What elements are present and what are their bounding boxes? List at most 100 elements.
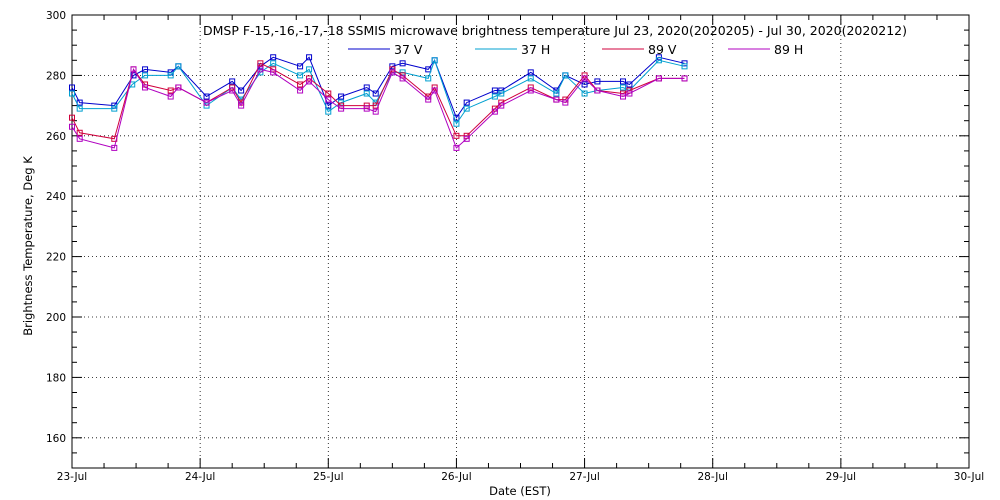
x-tick-label: 24-Jul [185, 471, 215, 483]
data-point [76, 135, 83, 142]
data-point [306, 54, 313, 61]
series-89-v [69, 60, 688, 142]
data-point [270, 69, 277, 76]
data-point [463, 105, 470, 112]
data-point [463, 135, 470, 142]
data-point [297, 87, 304, 94]
data-point [297, 72, 304, 79]
data-point [491, 108, 498, 115]
data-point [142, 72, 149, 79]
data-point [203, 93, 210, 100]
plot-area-frame [71, 14, 970, 469]
data-point [553, 90, 560, 97]
y-tick-label: 180 [46, 372, 66, 384]
data-point [257, 60, 264, 67]
data-point [270, 60, 277, 67]
data-point [338, 93, 345, 100]
y-tick-label: 240 [46, 191, 66, 203]
data-point [130, 72, 137, 79]
x-tick-label: 29-Jul [826, 471, 856, 483]
x-axis-label: Date (EST) [489, 484, 551, 498]
data-point [620, 93, 627, 100]
data-point [527, 69, 534, 76]
x-tick-label: 27-Jul [569, 471, 599, 483]
data-point [453, 120, 460, 127]
y-tick-label: 280 [46, 70, 66, 82]
data-point [681, 63, 688, 70]
legend-label: 37 H [521, 42, 550, 57]
grid-lines [72, 15, 969, 468]
data-point [69, 123, 75, 130]
data-point [76, 105, 83, 112]
data-point [498, 90, 505, 97]
x-tick-label: 26-Jul [441, 471, 471, 483]
data-point [620, 84, 627, 91]
data-point [270, 66, 277, 73]
legend-label: 89 V [648, 42, 677, 57]
data-point [167, 87, 174, 94]
data-point [491, 93, 498, 100]
data-point [399, 60, 406, 67]
data-point [425, 66, 432, 73]
data-point [655, 54, 662, 61]
data-point [620, 78, 627, 85]
data-point [553, 96, 560, 103]
y-tick-label: 200 [46, 312, 66, 324]
data-point [69, 114, 75, 121]
data-point [325, 108, 332, 115]
x-axis: 23-Jul 24-Jul 25-Jul 26-Jul 27-Jul 28-Jul 29-J… [57, 15, 984, 483]
data-point [229, 78, 236, 85]
y-tick-label: 300 [46, 10, 66, 22]
data-point [431, 87, 438, 94]
series-37-v [69, 54, 688, 121]
data-point [69, 84, 75, 91]
legend: 37 V 37 H 89 V 89 H [348, 42, 803, 57]
data-point [238, 102, 245, 109]
data-point [389, 69, 396, 76]
data-point [142, 84, 149, 91]
chart-title: DMSP F-15,-16,-17,-18 SSMIS microwave br… [203, 23, 907, 38]
data-point [463, 99, 470, 106]
data-point [270, 54, 277, 61]
data-point [325, 90, 332, 97]
data-point [594, 87, 601, 94]
data-point [167, 72, 174, 79]
data-point [69, 90, 75, 97]
data-point [238, 87, 245, 94]
data-point [111, 144, 118, 151]
data-point [562, 72, 569, 79]
x-tick-label: 25-Jul [313, 471, 343, 483]
data-point [372, 90, 379, 97]
data-point [297, 81, 304, 88]
data-point [425, 96, 432, 103]
data-point [325, 96, 332, 103]
legend-label: 37 V [394, 42, 423, 57]
data-point [425, 75, 432, 82]
data-point [363, 90, 370, 97]
data-point [130, 66, 137, 73]
data-point [338, 105, 345, 112]
data-point [363, 84, 370, 91]
y-tick-label: 220 [46, 252, 66, 264]
data-point [203, 99, 210, 106]
data-point [306, 78, 313, 85]
data-point [142, 66, 149, 73]
data-point [581, 81, 588, 88]
y-tick-label: 260 [46, 131, 66, 143]
data-point [111, 105, 118, 112]
data-point [527, 87, 534, 94]
data-point [363, 105, 370, 112]
series-group [69, 54, 688, 151]
x-tick-label: 30-Jul [954, 471, 984, 483]
data-point [229, 87, 236, 94]
data-point [175, 63, 182, 70]
data-point [76, 129, 83, 136]
legend-label: 89 H [774, 42, 803, 57]
y-axis: 160 180 200 220 240 260 280 300 [46, 10, 969, 469]
data-point [562, 99, 569, 106]
data-point [372, 108, 379, 115]
data-point [626, 81, 633, 88]
series-line [71, 62, 685, 140]
data-point [453, 132, 460, 139]
series-line [71, 68, 685, 149]
